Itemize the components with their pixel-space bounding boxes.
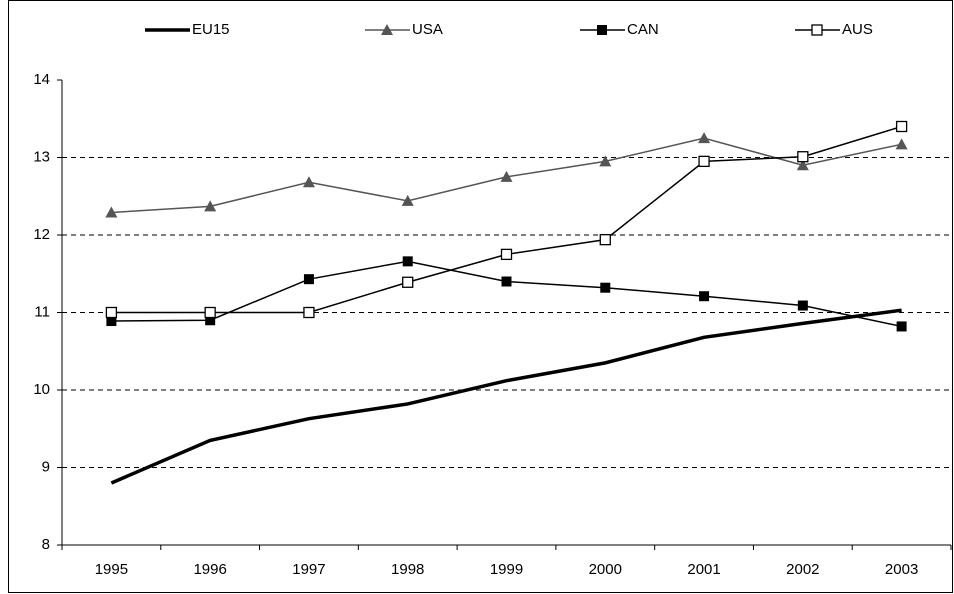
data-point	[205, 315, 216, 326]
data-point	[105, 306, 118, 319]
data-point	[303, 274, 314, 285]
data-point	[698, 132, 711, 144]
x-tick-label: 2001	[687, 561, 720, 578]
legend-marker	[381, 24, 393, 35]
data-point	[402, 256, 413, 267]
y-tick-label: 8	[42, 536, 50, 553]
data-point	[895, 138, 908, 150]
data-point	[303, 306, 315, 319]
y-tick-label: 10	[33, 381, 50, 398]
x-tick-label: 1998	[391, 561, 424, 578]
data-point	[699, 291, 710, 302]
data-point	[895, 120, 908, 133]
data-point	[896, 321, 907, 332]
data-point	[796, 159, 809, 171]
x-tick-label: 2002	[786, 561, 819, 578]
legend-marker	[597, 25, 607, 35]
legend-label: EU15	[192, 21, 230, 38]
x-tick-label: 1996	[193, 561, 226, 578]
data-point	[500, 248, 513, 261]
x-tick-label: 1995	[95, 561, 128, 578]
data-point	[698, 155, 710, 168]
legend-label: CAN	[627, 21, 659, 38]
y-tick-label: 11	[34, 303, 50, 320]
data-point	[501, 276, 512, 287]
data-point	[402, 276, 414, 288]
legend-marker	[811, 24, 823, 36]
y-tick-label: 12	[33, 226, 50, 243]
chart-frame	[8, 0, 953, 593]
data-point	[600, 282, 611, 293]
data-point	[401, 194, 414, 206]
data-point	[500, 170, 513, 182]
legend-label: AUS	[842, 21, 873, 38]
data-point	[204, 306, 216, 319]
y-tick-label: 14	[33, 71, 50, 88]
data-point	[204, 200, 217, 212]
y-tick-label: 9	[42, 458, 50, 475]
x-tick-label: 1999	[490, 561, 523, 578]
y-tick-label: 13	[33, 148, 50, 165]
data-point	[599, 233, 611, 246]
data-point	[797, 151, 809, 163]
x-tick-label: 2003	[885, 561, 918, 578]
x-tick-label: 2000	[589, 561, 622, 578]
series-line	[110, 308, 902, 485]
data-point	[106, 316, 117, 327]
series-line	[111, 260, 902, 328]
data-point	[105, 206, 118, 218]
x-tick-label: 1997	[292, 561, 325, 578]
data-point	[302, 176, 315, 188]
data-point	[797, 300, 808, 311]
legend-label: USA	[412, 21, 443, 38]
data-point	[599, 155, 612, 167]
